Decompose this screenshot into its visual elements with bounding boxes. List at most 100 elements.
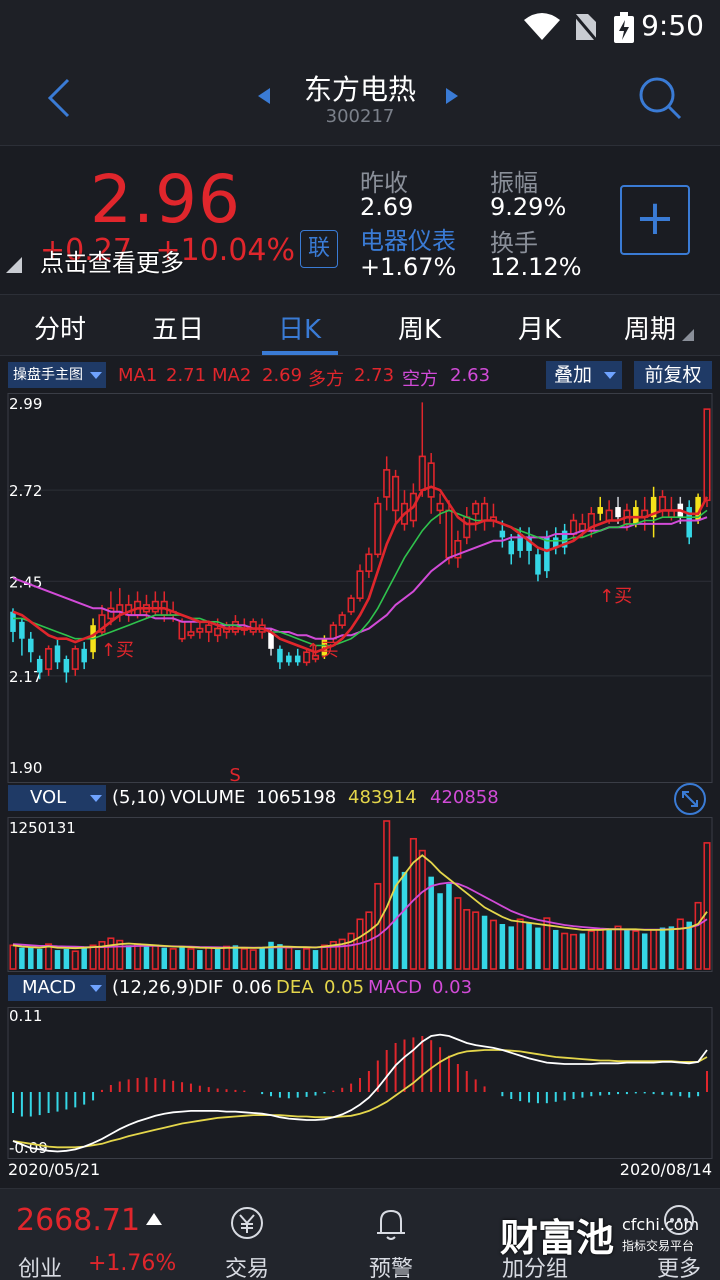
- search-icon[interactable]: [636, 74, 684, 122]
- ma1-value: 2.71: [166, 365, 207, 386]
- dea-value: 0.05: [324, 977, 365, 998]
- candle-body: [311, 654, 320, 660]
- tab-period[interactable]: 周期: [624, 315, 677, 345]
- volume-bar: [569, 933, 578, 970]
- main-indicator-dropdown[interactable]: 操盘手主图: [8, 362, 106, 388]
- tab-intraday[interactable]: 分时: [34, 315, 87, 345]
- chevron-down-icon: [90, 372, 102, 379]
- prev-stock-arrow-icon[interactable]: [258, 88, 270, 104]
- ma-green-line: [13, 509, 708, 647]
- volume-bar: [535, 927, 541, 969]
- candle-body: [615, 507, 621, 518]
- change-percent: +10.04%: [155, 233, 296, 268]
- up-arrow-icon: [146, 1213, 162, 1225]
- nav-trade[interactable]: 交易: [202, 1199, 292, 1280]
- candle-body: [347, 597, 355, 613]
- volume-bar: [437, 893, 443, 969]
- sector-link[interactable]: 电器仪表: [360, 227, 456, 255]
- candle-body: [552, 537, 559, 548]
- candle-body: [481, 502, 489, 522]
- candle-body: [445, 509, 453, 559]
- volume-bar: [303, 948, 311, 970]
- volume-bar: [499, 924, 506, 969]
- candle-body: [658, 496, 667, 512]
- chart-area: 操盘手主图 MA1 2.71 MA2 2.69 多方 2.73 空方 2.63 …: [0, 357, 720, 1187]
- more-info-tooltip[interactable]: 点击查看更多: [40, 249, 184, 277]
- volume-bar: [401, 871, 408, 969]
- volume-bar: [446, 883, 452, 969]
- overlay-dropdown[interactable]: 叠加: [546, 361, 622, 389]
- volume-bar: [632, 930, 640, 970]
- volume-bar: [472, 911, 480, 970]
- candle-body: [695, 496, 701, 521]
- battery-charging-icon: [614, 12, 634, 43]
- volume-bar: [179, 946, 185, 969]
- tab-five-day[interactable]: 五日: [152, 315, 205, 345]
- volume-bar: [624, 929, 630, 969]
- candle-body: [178, 621, 186, 640]
- tab-weekly-k[interactable]: 周K: [398, 315, 442, 345]
- main-chart-legend: 操盘手主图 MA1 2.71 MA2 2.69 多方 2.73 空方 2.63 …: [0, 360, 720, 390]
- overlay-label: 叠加: [554, 364, 593, 386]
- add-watchlist-button[interactable]: +: [620, 185, 690, 255]
- dea-label: DEA: [276, 977, 314, 998]
- tab-daily-k[interactable]: 日K: [278, 315, 322, 345]
- macd-chart[interactable]: 0.11-0.09: [0, 1007, 720, 1159]
- candle-body: [605, 509, 613, 522]
- candle-body: [268, 631, 274, 649]
- index-ticker[interactable]: 2668.71 创业 +1.76%: [0, 1189, 180, 1280]
- candle-body: [392, 475, 400, 512]
- period-menu-corner-icon: [682, 329, 694, 341]
- candle-body: [98, 614, 106, 633]
- expand-corner-icon[interactable]: [6, 257, 22, 273]
- candle-body: [418, 455, 426, 491]
- nav-alert-label: 预警: [368, 1257, 413, 1280]
- candle-body: [356, 570, 364, 599]
- volume-bar: [543, 917, 551, 970]
- stock-name: 东方电热: [303, 73, 416, 106]
- candle-body: [231, 621, 239, 633]
- candle-body: [10, 611, 16, 632]
- volume-indicator-dropdown[interactable]: VOL: [8, 785, 106, 811]
- candle-body: [374, 502, 382, 556]
- expand-chart-icon[interactable]: [672, 781, 708, 817]
- volume-bar: [347, 932, 355, 970]
- candle-body: [303, 651, 311, 664]
- y-tick-label: 2.17: [9, 668, 42, 686]
- candlestick-chart[interactable]: 2.992.722.452.171.90↑买 ↑买↑买S: [0, 393, 720, 783]
- volume-bar: [686, 921, 692, 969]
- volume-bar: [463, 909, 471, 970]
- ma1-label: MA1: [118, 365, 158, 386]
- volume-bar: [668, 926, 675, 969]
- candle-body: [508, 540, 515, 555]
- volume-bar: [694, 901, 702, 970]
- watermark-slogan: 指标交易平台: [622, 1239, 695, 1253]
- volume-chart[interactable]: 1250131: [0, 817, 720, 972]
- volume-bar: [240, 948, 248, 970]
- tab-monthly-k[interactable]: 月K: [518, 315, 562, 345]
- linked-button[interactable]: 联: [300, 230, 338, 268]
- nav-trade-label: 交易: [224, 1257, 269, 1280]
- candle-body: [81, 648, 87, 663]
- candle-body: [427, 462, 435, 498]
- change-value: +0.27: [40, 233, 132, 268]
- volume-bar: [526, 922, 532, 969]
- adjust-button[interactable]: 前复权: [634, 361, 712, 389]
- volume-bar: [338, 938, 346, 970]
- candle-body: [71, 648, 79, 670]
- candle-body: [365, 553, 373, 572]
- turnover-value: 12.12%: [490, 253, 582, 281]
- prev-close-value: 2.69: [360, 193, 414, 221]
- next-stock-arrow-icon[interactable]: [446, 88, 458, 104]
- trade-icon: [231, 1207, 263, 1239]
- macd-value: 0.03: [432, 977, 473, 998]
- prev-close-label: 昨收: [360, 169, 408, 197]
- back-icon[interactable]: [40, 74, 80, 122]
- volume-ma10: 420858: [430, 787, 499, 808]
- index-name: 创业: [18, 1257, 63, 1280]
- macd-indicator-dropdown[interactable]: MACD: [8, 975, 106, 1001]
- volume-bar: [312, 950, 319, 969]
- nav-alert[interactable]: 预警: [346, 1199, 436, 1280]
- end-date: 2020/08/14: [619, 1160, 712, 1179]
- chevron-down-icon: [604, 372, 616, 379]
